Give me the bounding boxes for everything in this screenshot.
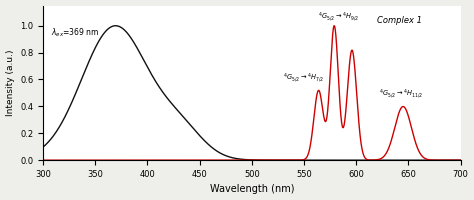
- Text: $\lambda_{ex}$=369 nm: $\lambda_{ex}$=369 nm: [52, 26, 100, 39]
- Text: $^4G_{5/2}\rightarrow$$^4H_{7/2}$: $^4G_{5/2}\rightarrow$$^4H_{7/2}$: [283, 71, 324, 84]
- Text: $^4G_{5/2}\rightarrow$$^4H_{11/2}$: $^4G_{5/2}\rightarrow$$^4H_{11/2}$: [379, 87, 423, 100]
- X-axis label: Wavelength (nm): Wavelength (nm): [210, 184, 294, 194]
- Y-axis label: Intensity (a.u.): Intensity (a.u.): [6, 50, 15, 116]
- Text: $^4G_{5/2}\rightarrow$$^4H_{9/2}$: $^4G_{5/2}\rightarrow$$^4H_{9/2}$: [318, 10, 358, 23]
- Text: Complex 1: Complex 1: [377, 16, 422, 25]
